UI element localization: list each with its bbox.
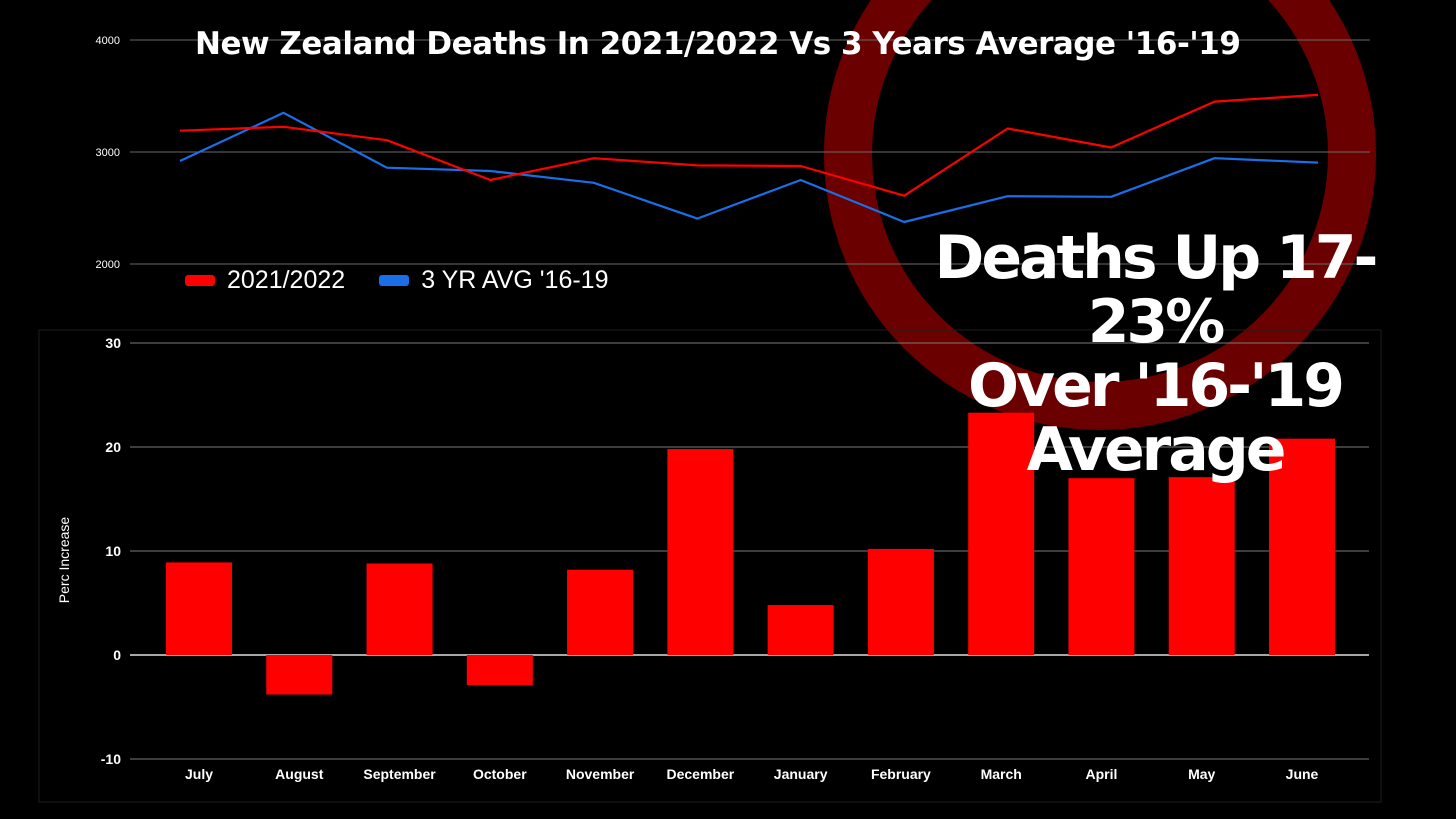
bar-x-tick-label: April (1086, 766, 1118, 782)
bar-june (1269, 438, 1335, 655)
bar-y-tick-label: 10 (105, 543, 121, 559)
legend-label-3yr-avg: 3 YR AVG '16-19 (421, 266, 609, 294)
bar-x-tick-label: August (275, 766, 324, 782)
bar-september (366, 563, 433, 655)
bar-x-tick-label: July (185, 766, 213, 782)
line-chart-series (179, 93, 1319, 224)
line-y-tick-label: 2000 (96, 259, 120, 271)
bar-x-tick-label: May (1188, 766, 1215, 782)
legend-item-2021-2022: 2021/2022 (185, 266, 345, 295)
headline-line-3: Average (1026, 415, 1287, 485)
bar-y-tick-label: 30 (105, 335, 121, 351)
series-line-3yr-avg (179, 111, 1319, 224)
bar-x-tick-label: January (774, 766, 828, 782)
bar-y-tick-label: -10 (101, 751, 121, 767)
bar-march (968, 412, 1035, 655)
bar-april (1068, 478, 1135, 655)
bar-december (667, 449, 734, 655)
bar-january (767, 605, 834, 655)
bar-x-tick-label: December (667, 766, 735, 782)
bar-chart-y-ticks: -10 0 10 20 30 (101, 335, 121, 767)
bar-x-tick-label: March (981, 766, 1022, 782)
bar-x-tick-label: September (363, 766, 436, 782)
bar-may (1168, 477, 1235, 655)
series-line-2021-2022 (179, 93, 1319, 197)
line-chart-grid (130, 39, 1370, 265)
line-chart-y-ticks: 2000 3000 4000 (96, 35, 120, 271)
bar-x-tick-label: November (566, 766, 635, 782)
bar-y-tick-label: 0 (113, 647, 121, 663)
bar-february (867, 548, 934, 655)
bar-x-tick-label: June (1286, 766, 1319, 782)
bar-august (266, 655, 333, 695)
bar-chart-frame (38, 329, 1382, 803)
legend-swatch-blue (379, 275, 410, 286)
bar-x-tick-label: October (473, 766, 527, 782)
line-y-tick-label: 3000 (96, 147, 120, 159)
bar-november (567, 569, 634, 655)
bar-july (166, 562, 232, 655)
headline-line-1: Deaths Up 17-23% (934, 223, 1379, 357)
bar-x-tick-label: February (871, 766, 931, 782)
chart-title: New Zealand Deaths In 2021/2022 Vs 3 Yea… (195, 26, 1241, 62)
headline-overlay: Deaths Up 17-23% Over '16-'19 Average (880, 226, 1430, 482)
bar-chart-y-axis-label: Perc Increase (56, 517, 72, 604)
line-y-tick-label: 4000 (96, 35, 120, 47)
highlight-ring (824, 0, 1376, 430)
bar-y-tick-label: 20 (105, 439, 121, 455)
bar-october (466, 655, 533, 686)
line-chart-legend: 2021/2022 3 YR AVG '16-19 (185, 266, 642, 295)
bar-chart-bars (166, 412, 1335, 695)
bar-chart-x-labels: July August September October November Decemb… (185, 766, 1319, 782)
legend-item-3yr-avg: 3 YR AVG '16-19 (379, 266, 608, 295)
bar-chart-grid (130, 342, 1369, 760)
legend-swatch-red (185, 275, 215, 286)
headline-line-2: Over '16-'19 (968, 351, 1345, 421)
legend-label-2021-2022: 2021/2022 (227, 266, 346, 294)
